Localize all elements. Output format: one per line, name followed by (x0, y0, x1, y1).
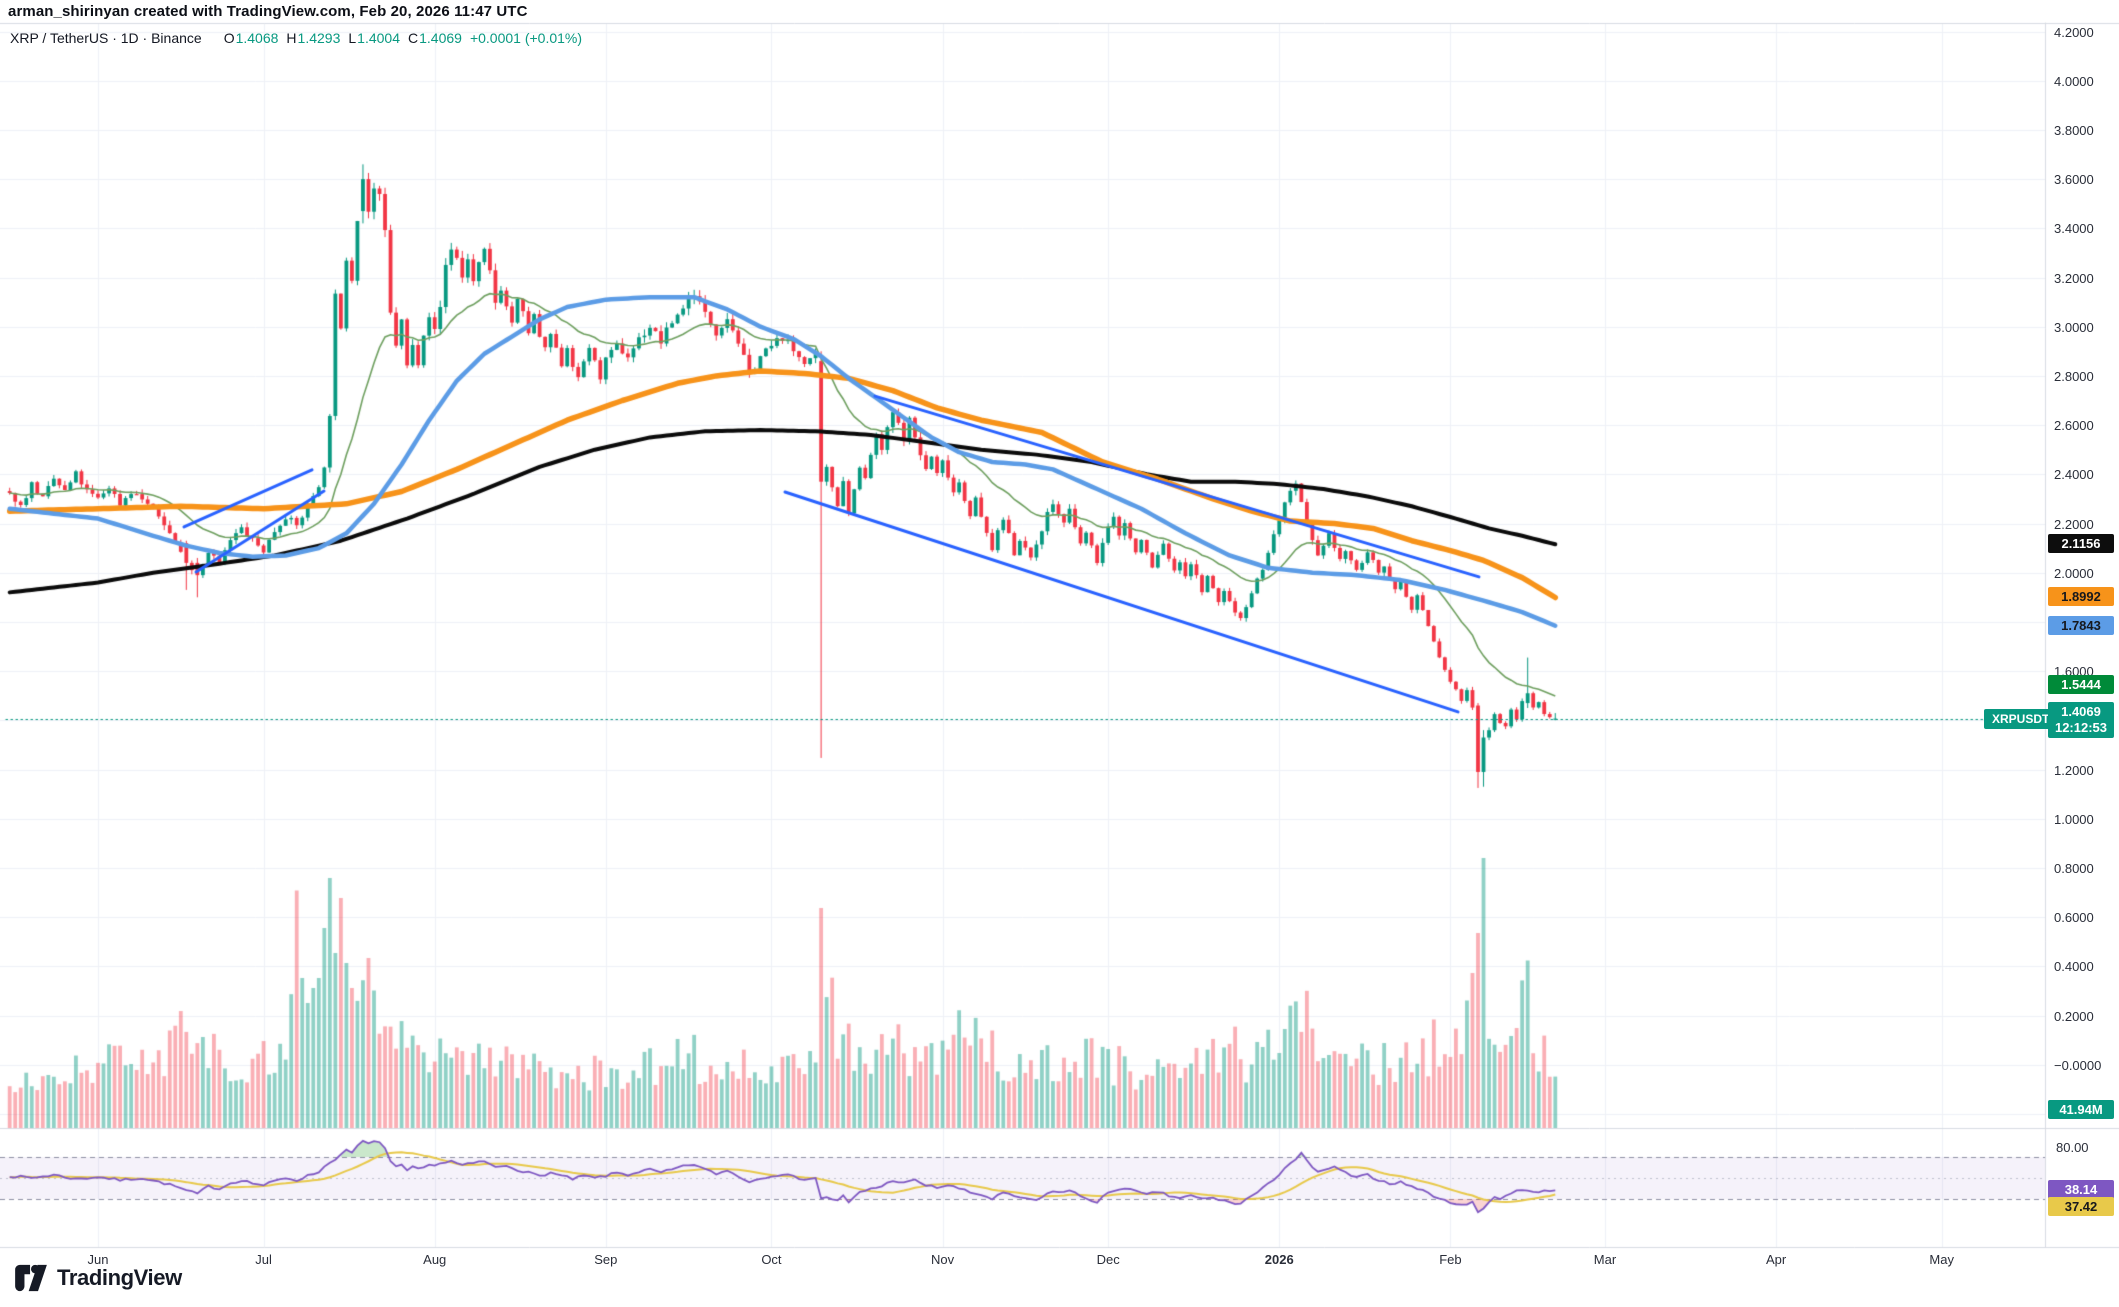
rsi-scale-label: 80.00 (2056, 1139, 2089, 1155)
price-tick-label: 3.2000 (2054, 270, 2094, 286)
price-tick-label: 1.0000 (2054, 811, 2094, 827)
open-label: O (223, 30, 235, 46)
price-tick-label: 2.4000 (2054, 467, 2094, 483)
price-tick-label: 4.2000 (2054, 24, 2094, 40)
tradingview-logo[interactable]: TradingView (14, 1264, 182, 1292)
high-label: H (286, 30, 297, 46)
time-axis-label-jun: Jun (87, 1252, 109, 1267)
time-axis-label-apr: Apr (1765, 1252, 1787, 1267)
price-tick-label: 3.4000 (2054, 221, 2094, 237)
time-axis-label-feb: Feb (1439, 1252, 1462, 1267)
bar-countdown: 12:12:53 (2054, 719, 2108, 735)
price-tick-label: 1.2000 (2054, 762, 2094, 778)
ma50-price-badge: 1.7843 (2048, 615, 2114, 635)
tradingview-logo-text: TradingView (57, 1265, 182, 1290)
watermark-attribution: arman_shirinyan created with TradingView… (8, 3, 528, 20)
ema-price-badge: 1.5444 (2048, 674, 2114, 694)
ticker-tag: XRPUSDT (1984, 708, 2058, 729)
low-value: 1.4004 (357, 30, 400, 46)
change-value: +0.0001 (+0.01%) (469, 30, 583, 46)
time-axis-label-oct: Oct (761, 1252, 782, 1267)
price-tick-label: 3.6000 (2054, 172, 2094, 188)
high-value: 1.4293 (297, 30, 341, 46)
time-axis-label-2026: 2026 (1264, 1252, 1294, 1267)
close-value: 1.4069 (419, 30, 462, 46)
price-tick-label: 0.4000 (2054, 959, 2094, 975)
tradingview-logo-icon (15, 1264, 47, 1292)
ma200-price-badge: 2.1156 (2048, 534, 2114, 554)
price-tick-label: 3.8000 (2054, 122, 2094, 138)
time-axis-label-jul: Jul (255, 1252, 272, 1267)
ma100-price-badge: 1.8992 (2048, 587, 2114, 607)
current-price-badge: 1.4069 12:12:53 (2048, 701, 2114, 738)
close-label: C (407, 30, 419, 46)
symbol-title: XRP / TetherUS · 1D · Binance (10, 30, 202, 46)
current-price-value: 1.4069 (2061, 703, 2101, 719)
time-axis-label-aug: Aug (423, 1252, 447, 1267)
price-tick-label: 0.6000 (2054, 910, 2094, 926)
price-tick-label: 2.2000 (2054, 516, 2094, 532)
time-axis-label-sep: Sep (594, 1252, 618, 1267)
price-tick-label: 3.0000 (2054, 319, 2094, 335)
time-axis-label-dec: Dec (1096, 1252, 1120, 1267)
rsi-ma-value-badge: 37.42 (2048, 1197, 2114, 1217)
price-tick-label: 2.0000 (2054, 565, 2094, 581)
time-axis-label-nov: Nov (930, 1252, 955, 1267)
low-label: L (348, 30, 357, 46)
open-value: 1.4068 (235, 30, 279, 46)
price-tick-label: 2.8000 (2054, 368, 2094, 384)
volume-value-badge: 41.94M (2048, 1100, 2114, 1119)
price-tick-label: 0.8000 (2054, 860, 2094, 876)
time-axis-label-may: May (1929, 1252, 1954, 1267)
price-tick-label: 2.6000 (2054, 418, 2094, 434)
rsi-value-badge: 38.14 (2048, 1180, 2114, 1200)
price-tick-label: 0.2000 (2054, 1008, 2094, 1024)
time-axis-label-mar: Mar (1593, 1252, 1617, 1267)
price-tick-label: 4.0000 (2054, 73, 2094, 89)
price-tick-label: −0.0000 (2054, 1057, 2102, 1073)
